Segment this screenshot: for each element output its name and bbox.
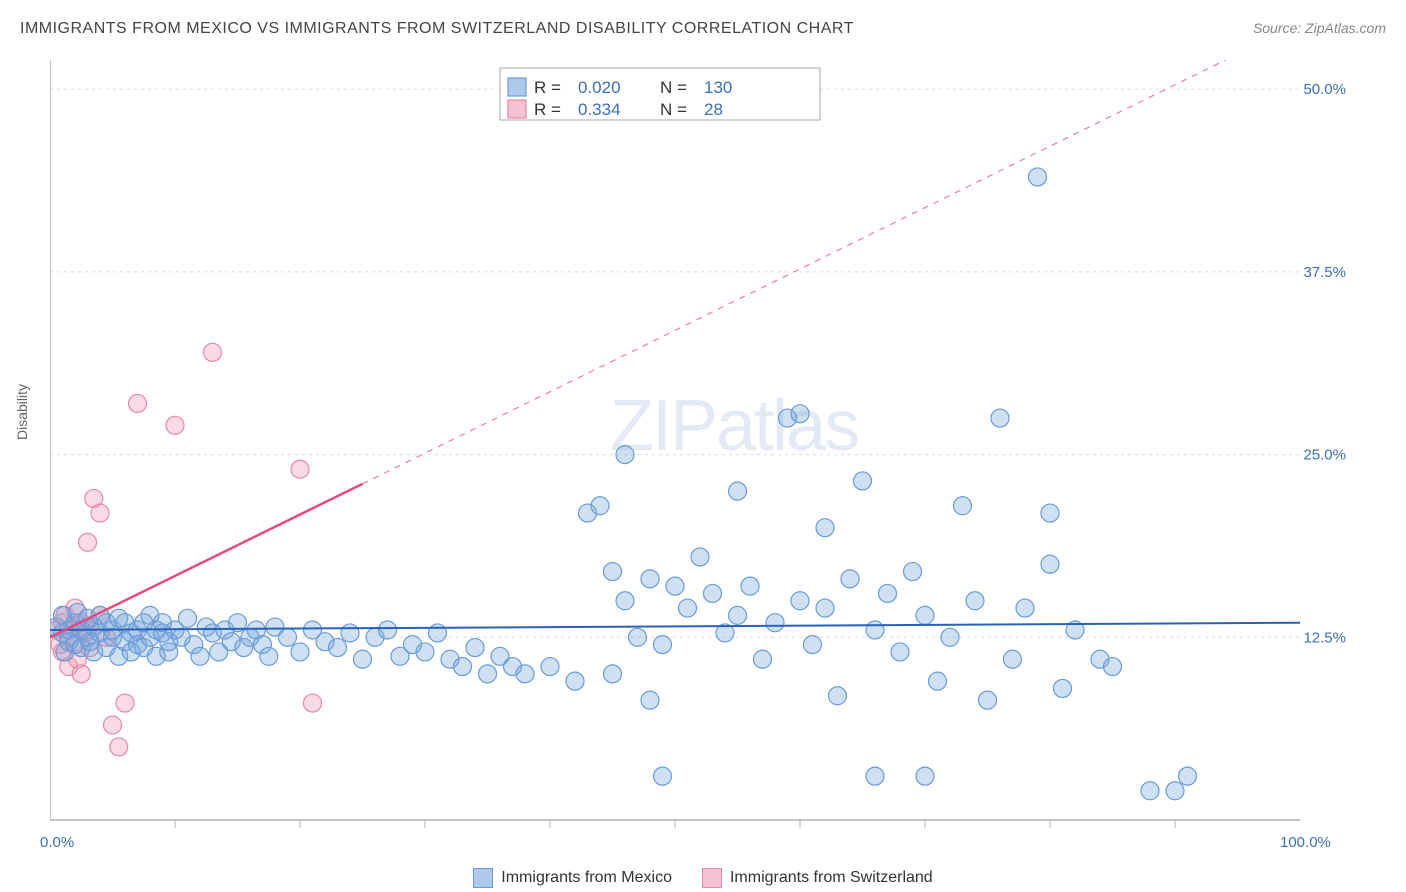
legend-label: Immigrants from Switzerland (730, 869, 933, 887)
legend-item-switzerland: Immigrants from Switzerland (702, 868, 933, 888)
svg-text:R =: R = (534, 100, 561, 119)
scatter-chart-svg: 12.5% 25.0% 37.5% 50.0% ZIPatlas R = 0.020 N = 1… (50, 60, 1350, 840)
svg-text:50.0%: 50.0% (1303, 81, 1346, 98)
legend-swatch-icon (702, 868, 722, 888)
y-axis-label: Disability (14, 384, 30, 440)
svg-text:12.5%: 12.5% (1303, 629, 1346, 646)
x-axis-min-label: 0.0% (40, 834, 74, 851)
legend-item-mexico: Immigrants from Mexico (473, 868, 672, 888)
chart-title: IMMIGRANTS FROM MEXICO VS IMMIGRANTS FRO… (20, 20, 854, 38)
svg-text:25.0%: 25.0% (1303, 447, 1346, 464)
svg-text:N =: N = (660, 100, 687, 119)
svg-text:0.334: 0.334 (578, 100, 621, 119)
source-credit: Source: ZipAtlas.com (1253, 20, 1386, 36)
svg-text:0.020: 0.020 (578, 78, 621, 97)
svg-text:28: 28 (704, 100, 723, 119)
x-axis-max-label: 100.0% (1280, 834, 1331, 851)
svg-text:R =: R = (534, 78, 561, 97)
legend-swatch-icon (473, 868, 493, 888)
svg-text:130: 130 (704, 78, 732, 97)
chart-area: 12.5% 25.0% 37.5% 50.0% ZIPatlas R = 0.020 N = 1… (50, 60, 1350, 840)
legend-label: Immigrants from Mexico (501, 869, 672, 887)
svg-text:N =: N = (660, 78, 687, 97)
legend-bottom: Immigrants from Mexico Immigrants from S… (0, 868, 1406, 888)
svg-text:37.5%: 37.5% (1303, 264, 1346, 281)
svg-text:ZIPatlas: ZIPatlas (610, 386, 858, 466)
